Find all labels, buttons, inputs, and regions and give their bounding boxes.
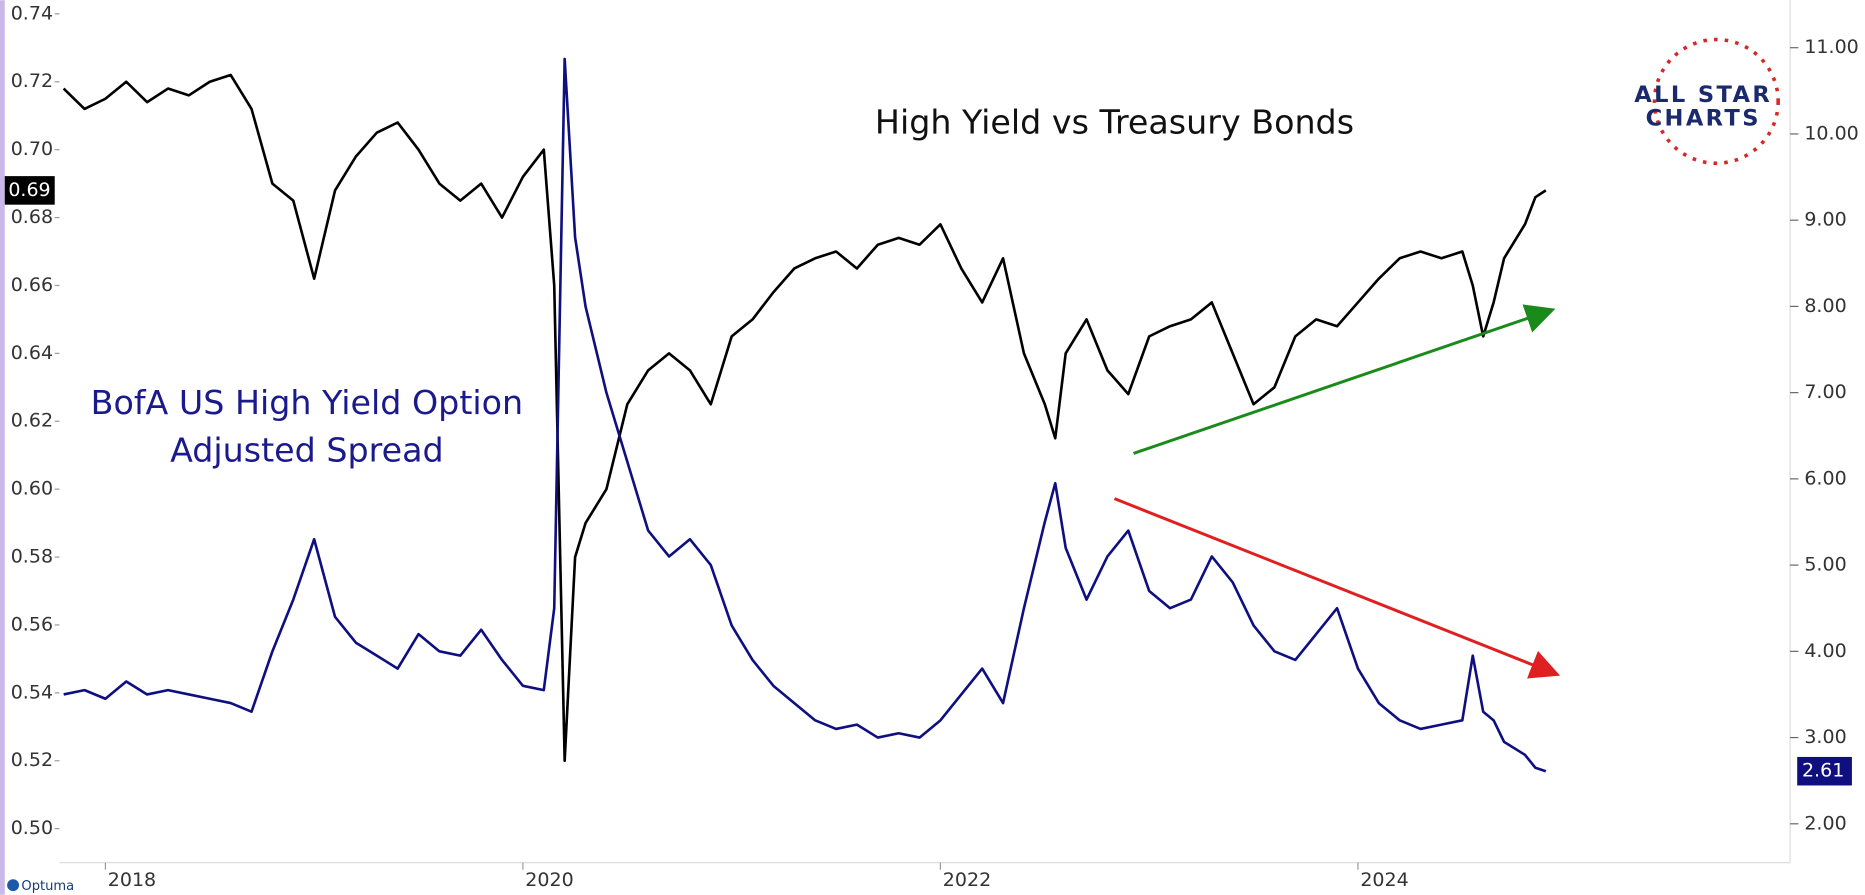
value-badge-label: 0.69 xyxy=(8,179,50,201)
logo-text: ALL STAR xyxy=(1634,82,1772,108)
y-tick-label: 0.62 xyxy=(11,410,53,432)
y-tick-label: 0.70 xyxy=(11,138,53,160)
y2-tick-label: 6.00 xyxy=(1804,467,1846,489)
logo: ALL STAR CHARTS xyxy=(1634,37,1780,166)
y2-tick-label: 11.00 xyxy=(1804,36,1858,58)
y2-tick-label: 7.00 xyxy=(1804,381,1846,403)
plot: 0.50 0.52 0.54 0.56 0.58 0.60 0.62 0.64 0.66 0.68… xyxy=(4,2,1859,891)
y-tick-label: 0.60 xyxy=(11,478,53,500)
x-tick-label: 2022 xyxy=(943,869,991,891)
chart-title: High Yield vs Treasury Bonds xyxy=(875,102,1354,141)
x-tick-label: 2018 xyxy=(108,869,156,891)
logo-ring xyxy=(1652,37,1780,166)
value-badge-label: 2.61 xyxy=(1802,760,1844,782)
y-tick-label: 0.74 xyxy=(11,2,53,24)
x-tick-label: 2024 xyxy=(1360,869,1408,891)
left-border xyxy=(0,0,5,895)
y-tick-label: 0.72 xyxy=(11,70,53,92)
value-badge xyxy=(4,176,55,205)
logo-text: CHARTS xyxy=(1646,106,1761,132)
y-tick-label: 0.52 xyxy=(11,749,53,771)
y-tick-label: 0.54 xyxy=(11,681,53,703)
y2-tick-label: 9.00 xyxy=(1804,209,1846,231)
y2-tick-label: 4.00 xyxy=(1804,640,1846,662)
y-tick-label: 0.68 xyxy=(11,206,53,228)
series-line xyxy=(62,73,1547,763)
source: Optuma xyxy=(21,879,74,894)
y2-tick-label: 5.00 xyxy=(1804,554,1846,576)
y-tick-label: 0.58 xyxy=(11,546,53,568)
y-tick-label: 0.50 xyxy=(11,817,53,839)
source-icon xyxy=(7,879,20,892)
y-tick-label: 0.56 xyxy=(11,613,53,635)
y-tick-label: 0.66 xyxy=(11,274,53,296)
value-badge xyxy=(1797,756,1852,786)
y2-tick-label: 8.00 xyxy=(1804,295,1846,317)
series-annotation: Adjusted Spread xyxy=(170,431,444,470)
series-line xyxy=(63,57,1547,773)
series-annotation: BofA US High Yield Option xyxy=(91,383,524,422)
y2-tick-label: 2.00 xyxy=(1804,812,1846,834)
y2-tick-label: 10.00 xyxy=(1804,122,1858,144)
trend-arrow-up xyxy=(1133,304,1556,455)
y-tick-label: 0.64 xyxy=(11,342,53,364)
trend-arrow-down xyxy=(1113,497,1561,679)
x-tick-label: 2020 xyxy=(525,869,573,891)
y2-tick-label: 3.00 xyxy=(1804,726,1846,748)
